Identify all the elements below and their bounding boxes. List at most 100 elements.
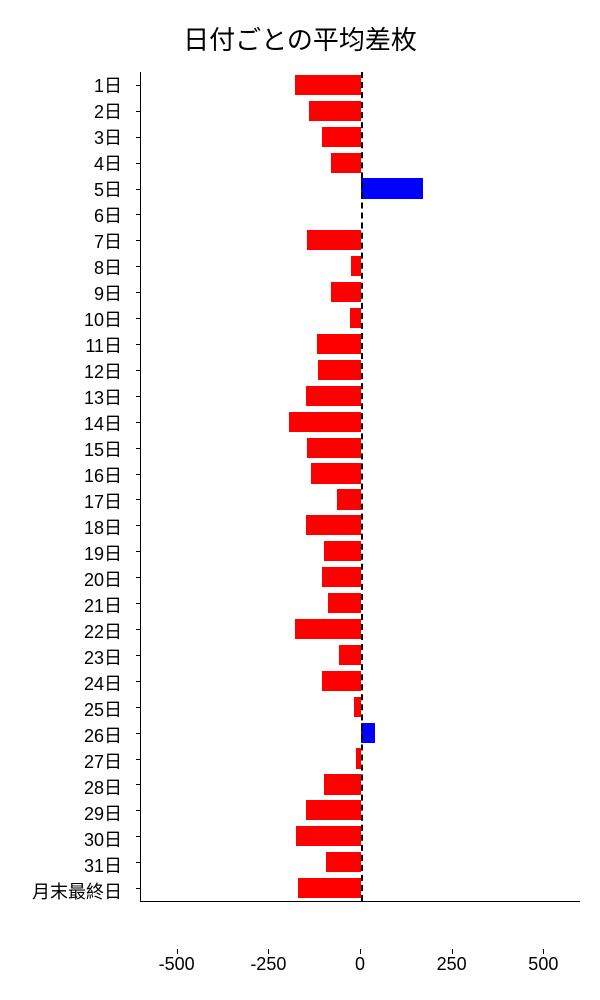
bar xyxy=(331,282,360,302)
bar xyxy=(295,75,361,95)
y-axis-label: 19日 xyxy=(10,540,130,566)
y-tick xyxy=(136,707,141,708)
y-tick xyxy=(136,784,141,785)
y-axis-label: 30日 xyxy=(10,826,130,852)
bar xyxy=(361,178,423,198)
y-axis-label: 11日 xyxy=(10,332,130,358)
bar xyxy=(317,334,361,354)
y-axis-label: 6日 xyxy=(10,202,130,228)
y-axis-label: 13日 xyxy=(10,384,130,410)
bar xyxy=(351,256,360,276)
y-tick xyxy=(136,370,141,371)
plot-area xyxy=(140,72,580,902)
bar xyxy=(298,878,360,898)
bar xyxy=(309,101,360,121)
bar xyxy=(295,619,361,639)
bar xyxy=(311,463,360,483)
bar xyxy=(322,671,360,691)
y-tick xyxy=(136,189,141,190)
y-axis-label: 月末最終日 xyxy=(10,878,130,904)
bar xyxy=(296,826,360,846)
y-tick xyxy=(136,214,141,215)
y-axis-label: 22日 xyxy=(10,618,130,644)
x-axis-tick: -250 xyxy=(250,954,286,975)
y-tick xyxy=(136,862,141,863)
y-tick xyxy=(136,448,141,449)
bar xyxy=(318,360,360,380)
y-tick xyxy=(136,888,141,889)
y-axis-label: 17日 xyxy=(10,488,130,514)
y-tick xyxy=(136,266,141,267)
y-axis-label: 21日 xyxy=(10,592,130,618)
y-axis-label: 29日 xyxy=(10,800,130,826)
chart-container: 日付ごとの平均差枚 1日2日3日4日5日6日7日8日9日10日11日12日13日… xyxy=(10,20,590,980)
y-tick xyxy=(136,525,141,526)
y-tick xyxy=(136,474,141,475)
bar xyxy=(331,153,360,173)
bar xyxy=(306,386,361,406)
bar xyxy=(306,800,361,820)
y-axis-label: 7日 xyxy=(10,228,130,254)
y-tick xyxy=(136,344,141,345)
y-axis-label: 15日 xyxy=(10,436,130,462)
bar xyxy=(307,438,360,458)
y-tick xyxy=(136,292,141,293)
y-tick xyxy=(136,810,141,811)
bar xyxy=(328,593,361,613)
chart-title: 日付ごとの平均差枚 xyxy=(10,20,590,57)
bar xyxy=(324,541,361,561)
bar xyxy=(337,489,361,509)
y-axis-label: 31日 xyxy=(10,852,130,878)
y-axis-label: 12日 xyxy=(10,358,130,384)
y-tick xyxy=(136,577,141,578)
y-tick xyxy=(136,655,141,656)
y-axis-label: 8日 xyxy=(10,254,130,280)
y-tick xyxy=(136,137,141,138)
y-tick xyxy=(136,396,141,397)
y-axis-label: 4日 xyxy=(10,150,130,176)
y-tick xyxy=(136,603,141,604)
y-axis-label: 25日 xyxy=(10,696,130,722)
y-axis-labels: 1日2日3日4日5日6日7日8日9日10日11日12日13日14日15日16日1… xyxy=(10,72,130,902)
y-axis-label: 20日 xyxy=(10,566,130,592)
x-axis-tick: 250 xyxy=(437,954,467,975)
y-axis-label: 9日 xyxy=(10,280,130,306)
y-tick xyxy=(136,318,141,319)
y-tick xyxy=(136,836,141,837)
bar xyxy=(324,774,361,794)
y-axis-label: 18日 xyxy=(10,514,130,540)
y-axis-label: 14日 xyxy=(10,410,130,436)
bar xyxy=(322,567,360,587)
y-tick xyxy=(136,759,141,760)
y-axis-label: 24日 xyxy=(10,670,130,696)
y-axis-label: 26日 xyxy=(10,722,130,748)
y-tick xyxy=(136,681,141,682)
y-axis-label: 16日 xyxy=(10,462,130,488)
y-tick xyxy=(136,240,141,241)
bar xyxy=(306,515,361,535)
y-axis-label: 28日 xyxy=(10,774,130,800)
y-axis-label: 5日 xyxy=(10,176,130,202)
zero-line xyxy=(361,72,363,901)
y-tick xyxy=(136,629,141,630)
y-tick xyxy=(136,499,141,500)
chart-area: 1日2日3日4日5日6日7日8日9日10日11日12日13日14日15日16日1… xyxy=(140,72,570,952)
bar xyxy=(361,723,376,743)
y-axis-label: 27日 xyxy=(10,748,130,774)
x-axis-tick: 0 xyxy=(355,954,365,975)
y-tick xyxy=(136,551,141,552)
x-axis-tick: -500 xyxy=(159,954,195,975)
x-axis: -500-2500250500 xyxy=(140,954,580,984)
y-axis-label: 23日 xyxy=(10,644,130,670)
y-tick xyxy=(136,733,141,734)
bar xyxy=(322,127,360,147)
y-axis-label: 10日 xyxy=(10,306,130,332)
y-tick xyxy=(136,422,141,423)
bar xyxy=(354,697,361,717)
y-axis-label: 3日 xyxy=(10,124,130,150)
bar xyxy=(289,412,360,432)
bar xyxy=(307,230,360,250)
y-axis-label: 1日 xyxy=(10,72,130,98)
y-tick xyxy=(136,85,141,86)
bar xyxy=(350,308,361,328)
